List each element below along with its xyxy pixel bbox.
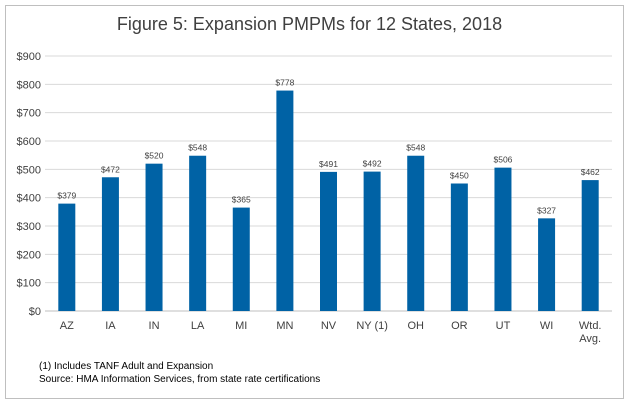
data-label: $548: [188, 143, 207, 153]
y-tick-label: $0: [29, 306, 41, 318]
bars: [58, 90, 599, 311]
x-tick-label: NY (1): [356, 320, 388, 332]
y-tick-label: $600: [17, 136, 41, 148]
data-label: $327: [537, 205, 556, 215]
bar: [494, 167, 512, 311]
data-label: $778: [275, 78, 294, 88]
y-tick-label: $500: [17, 164, 41, 176]
x-tick-label: MN: [276, 320, 293, 332]
bar: [101, 177, 119, 311]
x-tick-label: NV: [321, 320, 337, 332]
data-label: $365: [232, 195, 251, 205]
bar: [363, 171, 381, 311]
chart-title: Figure 5: Expansion PMPMs for 12 States,…: [116, 14, 503, 34]
data-label: $462: [581, 167, 600, 177]
y-tick-label: $900: [17, 51, 41, 63]
x-axis-ticks: AZ IA IN LA MI MN NV NY (1) OH OR UT WI Wtd.Avg.: [60, 320, 602, 345]
data-label: $472: [101, 164, 120, 174]
data-label: $491: [319, 159, 338, 169]
x-tick-label: AZ: [60, 320, 74, 332]
data-label: $492: [363, 159, 382, 169]
x-tick-label: Avg.: [579, 333, 601, 345]
y-tick-label: $200: [17, 249, 41, 261]
y-tick-label: $400: [17, 193, 41, 205]
bar: [276, 90, 294, 311]
y-tick-label: $700: [17, 108, 41, 120]
x-tick-label: IN: [149, 320, 160, 332]
data-label: $379: [57, 191, 76, 201]
x-tick-label: OR: [451, 320, 468, 332]
bar: [189, 155, 207, 311]
data-label: $548: [406, 143, 425, 153]
x-tick-label: LA: [191, 320, 205, 332]
footnote-1: (1) Includes TANF Adult and Expansion: [39, 361, 214, 372]
x-tick-label: UT: [496, 320, 511, 332]
data-label: $450: [450, 171, 469, 181]
data-labels: $379 $472 $520 $548 $365 $778 $491 $492 $548 $450…: [57, 78, 600, 216]
bar: [407, 155, 425, 311]
y-axis-ticks: $0 $100 $200 $300 $400 $500 $600 $700 $800 $900: [17, 51, 41, 318]
source-note: Source: HMA Information Services, from s…: [39, 374, 321, 385]
bar: [450, 183, 468, 311]
bar: [145, 163, 163, 311]
x-tick-label: WI: [540, 320, 553, 332]
bar: [232, 207, 250, 311]
bar: [538, 218, 556, 311]
y-tick-label: $100: [17, 278, 41, 290]
y-tick-label: $300: [17, 221, 41, 233]
x-tick-label: Wtd.: [579, 320, 602, 332]
bar: [58, 203, 76, 311]
x-tick-label: MI: [235, 320, 247, 332]
bar: [581, 180, 599, 311]
data-label: $506: [494, 155, 513, 165]
bar: [320, 171, 337, 311]
y-tick-label: $800: [17, 79, 41, 91]
data-label: $520: [145, 151, 164, 161]
x-tick-label: IA: [105, 320, 116, 332]
x-tick-label: OH: [407, 320, 424, 332]
